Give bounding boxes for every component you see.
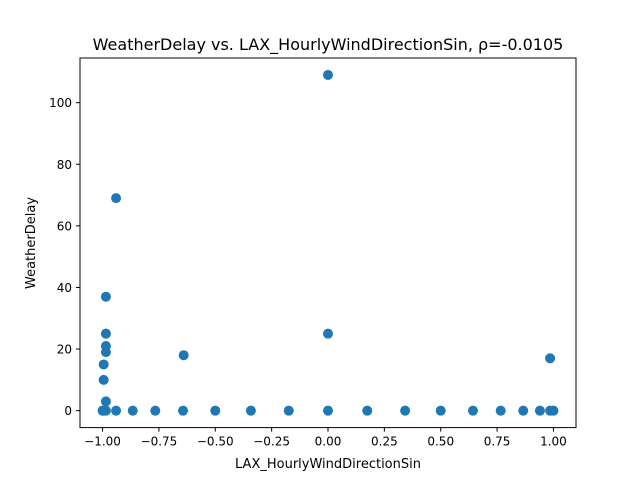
data-point: [111, 193, 122, 204]
x-tick-label: −0.25: [253, 435, 290, 449]
data-point: [210, 405, 221, 416]
data-point: [127, 405, 138, 416]
data-points: [97, 69, 559, 416]
y-tick-label: 100: [49, 96, 72, 110]
x-tick-label: −0.50: [197, 435, 234, 449]
data-point: [548, 405, 559, 416]
data-point: [100, 396, 111, 407]
data-point: [98, 359, 109, 370]
x-tick-label: 0.75: [484, 435, 511, 449]
data-point: [100, 347, 111, 358]
x-tick-label: 0.50: [427, 435, 454, 449]
data-point: [362, 405, 373, 416]
data-point: [100, 405, 111, 416]
data-point: [100, 328, 111, 339]
y-tick-label: 80: [57, 158, 72, 172]
data-point: [100, 291, 111, 302]
y-tick-label: 20: [57, 343, 72, 357]
data-point: [323, 405, 333, 416]
data-point: [467, 405, 478, 416]
y-axis-label: WeatherDelay: [24, 197, 39, 289]
x-tick-label: 0.25: [371, 435, 398, 449]
data-point: [495, 405, 506, 416]
data-point: [400, 405, 411, 416]
chart-title: WeatherDelay vs. LAX_HourlyWindDirection…: [93, 35, 564, 55]
data-point: [323, 69, 333, 80]
x-tick-label: −0.75: [141, 435, 178, 449]
y-tick-label: 0: [64, 404, 72, 418]
data-point: [323, 328, 333, 339]
x-axis-label: LAX_HourlyWindDirectionSin: [235, 457, 421, 472]
data-point: [178, 405, 189, 416]
data-point: [98, 374, 109, 385]
y-tick-label: 60: [57, 219, 72, 233]
y-axis-ticks: 0 20 40 60 80 100: [49, 96, 80, 418]
data-point: [178, 350, 189, 361]
data-point: [534, 405, 545, 416]
data-point: [150, 405, 161, 416]
x-tick-label: −1.00: [84, 435, 121, 449]
data-point: [245, 405, 256, 416]
data-point: [518, 405, 529, 416]
y-tick-label: 40: [57, 281, 72, 295]
data-point: [435, 405, 446, 416]
data-point: [111, 405, 122, 416]
x-tick-label: 0.00: [315, 435, 342, 449]
x-tick-label: 1.00: [540, 435, 567, 449]
x-axis-ticks: −1.00 −0.75 −0.50 −0.25 0.00 0.25 0.50 0.75 1.00: [84, 427, 567, 449]
data-point: [283, 405, 294, 416]
data-point: [545, 353, 556, 364]
